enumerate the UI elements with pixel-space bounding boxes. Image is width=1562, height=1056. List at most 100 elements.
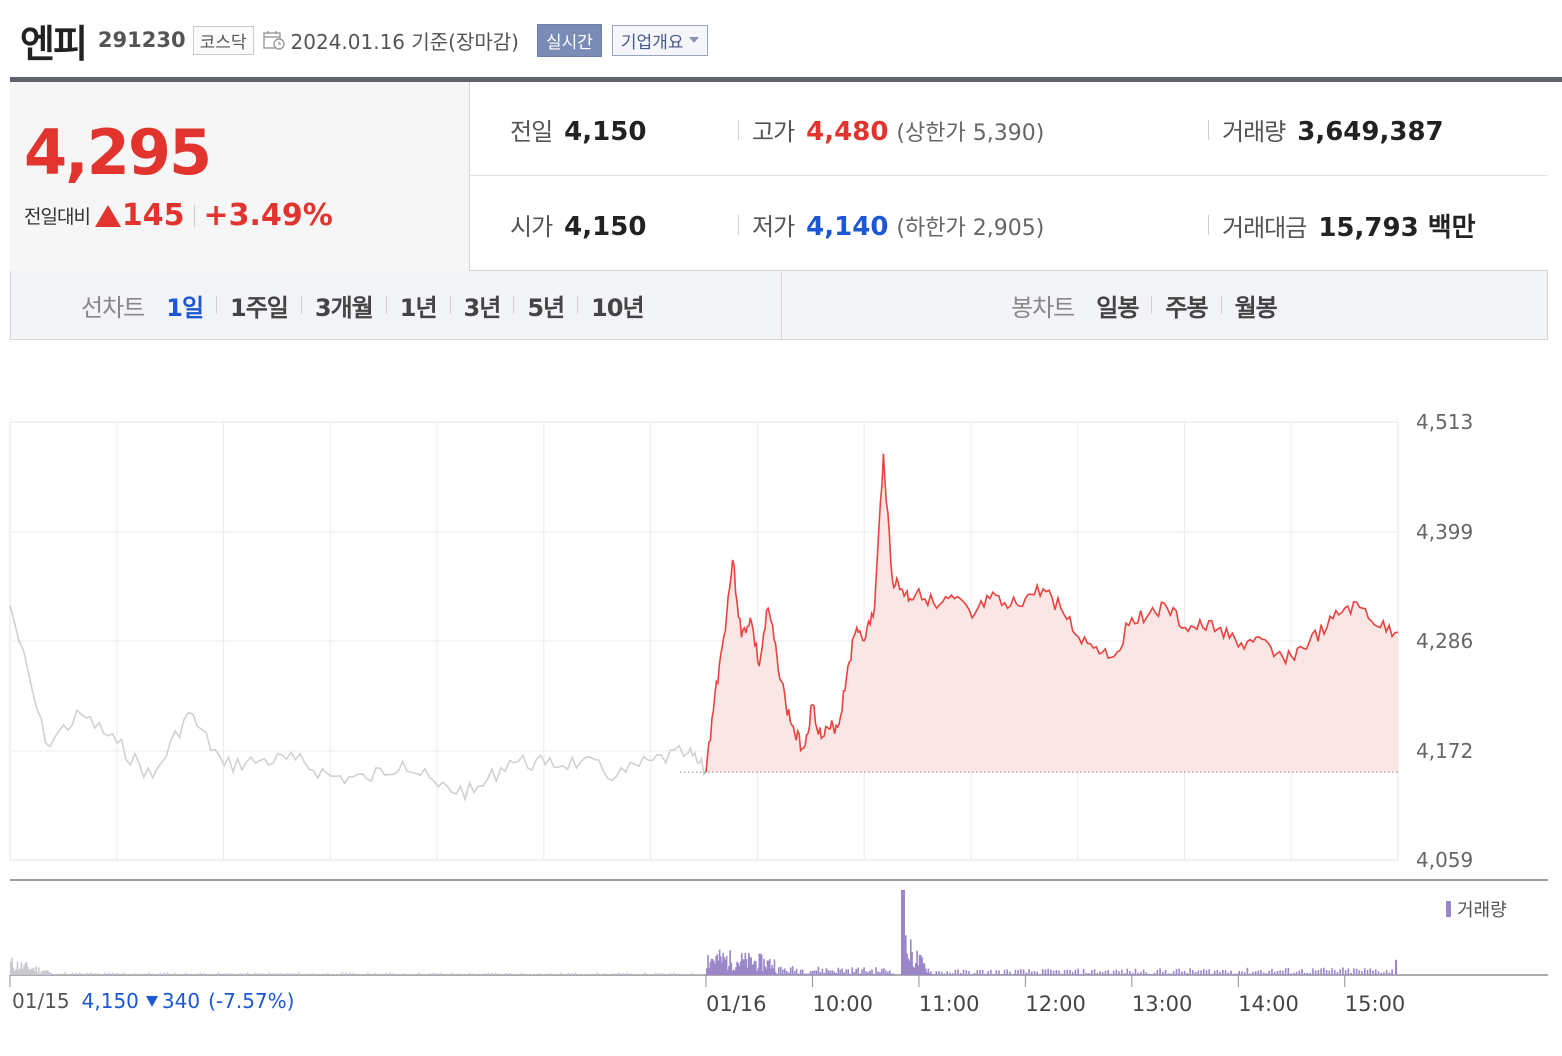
candle-tab-1[interactable]: 주봉 [1165,293,1208,322]
volume-bar [750,957,752,975]
volume-bar [1391,969,1393,975]
volume-bar [1066,969,1069,975]
x-tick-label: 14:00 [1238,992,1299,1016]
volume-bar [32,967,35,975]
volume-bar [644,972,646,975]
volume-bar [847,969,849,975]
volume-bar [461,973,464,975]
volume-bar [1388,972,1391,975]
y-tick-label: 4,059 [1416,848,1473,872]
volume-bar [16,961,19,975]
volume-bar [30,968,32,975]
volume-bar [1284,968,1287,975]
volume-bar [731,971,734,975]
line-tab-6[interactable]: 10년 [591,293,644,322]
volume-bar [1325,969,1328,975]
volume-bar [593,974,595,975]
volume-bar [629,972,632,975]
volume-bar [861,969,863,975]
volume-bar [911,951,913,975]
volume-bar [658,972,661,975]
volume-bar [741,953,743,975]
volume-bar [965,970,968,975]
candle-tab-0[interactable]: 일봉 [1096,293,1139,322]
volume-bar [1254,971,1257,975]
volume-bar [137,974,140,975]
stat-divider [1208,215,1209,235]
volume-bar [122,972,125,975]
volume-bar [254,972,256,975]
volume-bar [921,957,923,975]
volume-bar [534,974,537,975]
volume-bar [756,971,758,975]
company-overview-button[interactable]: 기업개요 [611,24,709,56]
high-label: 고가 [752,118,795,146]
volume-bar [857,967,859,975]
volume-bar [79,972,81,975]
volume-bar [388,972,391,975]
line-tab-4[interactable]: 3년 [463,293,502,322]
volume-bar [815,970,818,975]
volume-bar [447,973,449,975]
volume-bar [823,972,826,975]
volume-bar [749,956,751,975]
volume-bar [1011,974,1014,975]
volume-bar [1050,969,1052,975]
volume-bar [763,958,765,975]
volume-bar [709,962,712,975]
volume-bar [203,973,205,975]
volume-bar [622,973,624,975]
volume-bar [729,950,731,975]
trade-value-label: 거래대금 [1222,214,1307,242]
volume-bar [341,972,344,975]
line-tab-1[interactable]: 1주일 [230,293,289,322]
volume-bar [1175,969,1178,975]
volume-bar [19,968,21,975]
line-tab-3[interactable]: 1년 [399,293,438,322]
volume-bar [206,974,209,975]
volume-bar [1036,971,1039,975]
volume-bar [323,973,325,975]
realtime-button[interactable]: 실시간 [537,23,602,57]
volume-bar [730,962,733,975]
volume-bar [992,973,995,975]
volume-bar [721,962,723,975]
volume-bar [224,972,227,975]
volume-bar [1020,969,1022,975]
line-tab-0[interactable]: 1일 [166,293,204,322]
volume-bar [779,966,782,975]
volume-bar [1039,973,1041,975]
volume-bar [691,972,694,975]
volume-bar [348,972,351,975]
volume-bar [954,969,957,975]
trade-value: 15,793 백만 [1318,213,1476,243]
volume-bar [359,973,362,975]
volume-bar [707,955,709,975]
x-tick-label: 13:00 [1132,992,1193,1016]
volume-bar [1252,971,1254,975]
volume-bar [946,971,948,975]
volume-bar [737,963,740,975]
line-tab-2[interactable]: 3개월 [314,293,374,322]
volume-bar [1153,972,1156,975]
volume-bar [698,973,701,975]
volume-bar [166,972,169,975]
volume-bar [14,970,16,975]
volume-bar [192,974,194,975]
volume-bar [1211,973,1213,975]
volume-bar [949,972,951,975]
volume-bar [1017,970,1019,975]
volume-bar [418,972,420,975]
volume-bar [742,959,744,975]
volume-bar [560,972,562,975]
line-tab-5[interactable]: 5년 [527,293,565,322]
candle-tab-2[interactable]: 월봉 [1234,293,1278,322]
volume-bar [611,973,613,975]
volume-bar [403,973,406,975]
volume-bar [908,960,911,975]
volume-bar [133,973,136,975]
volume-bar [708,967,710,975]
company-overview-label: 기업개요 [620,32,684,53]
volume-bar [11,957,13,975]
volume-bar [984,973,987,975]
